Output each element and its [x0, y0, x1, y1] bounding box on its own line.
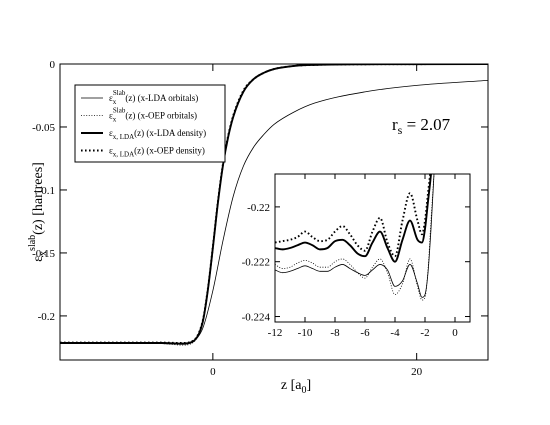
main-x-tick-label-1: 20 — [411, 366, 423, 378]
main-y-tick-label-1: -0.05 — [32, 122, 55, 134]
x-axis-label: z [a0] — [281, 378, 311, 396]
inset-x-tick-label-0: -12 — [268, 327, 283, 339]
inset-series-2 — [275, 174, 435, 301]
legend-entry-3: εx, LDA(z) (x-LDA density) — [109, 128, 206, 141]
rs-annotation: rs = 2.07 — [392, 115, 451, 137]
inset-x-tick-label-2: -8 — [330, 327, 340, 339]
inset-series-1 — [275, 174, 435, 298]
main-frame — [59, 63, 489, 361]
legend: εxSlab(z) (x-LDA orbitals)εxSlab(z) (x-O… — [74, 84, 226, 163]
inset-series-4 — [275, 174, 432, 258]
inset-x-tick-label-5: -2 — [420, 327, 429, 339]
inset-y-tick-label-2: -0.224 — [242, 312, 271, 324]
main-series-4 — [60, 64, 488, 344]
main-y-tick-label-2: -0.1 — [38, 185, 55, 197]
main-y-tick-label-4: -0.2 — [38, 311, 55, 323]
inset-y-tick-label-0: -0.22 — [247, 202, 270, 214]
main-y-tick-label-3: -0.15 — [32, 248, 55, 260]
inset-x-tick-label-4: -4 — [390, 327, 400, 339]
inset-x-tick-label-3: -6 — [360, 327, 370, 339]
y-axis-label: εxslab(z) [hartrees] — [27, 162, 49, 262]
legend-entry-1: εxSlab(z) (x-LDA orbitals) — [109, 89, 198, 106]
main-x-tick-label-0: 0 — [210, 366, 216, 378]
inset-frame — [274, 173, 471, 323]
main-y-tick-label-0: 0 — [50, 59, 56, 71]
legend-entry-4: εx, LDA(z) (x-OEP density) — [109, 146, 205, 159]
inset-plot: -12 -10 -8 -6 -4 -2 0 -0.22 -0.222 -0.224 — [242, 173, 471, 339]
inset-x-tick-label-6: 0 — [452, 327, 458, 339]
svg-text:εxslab(z) [hartrees]: εxslab(z) [hartrees] — [27, 162, 49, 262]
inset-y-tick-label-1: -0.222 — [242, 257, 270, 269]
legend-entry-2: εxSlab(z) (x-OEP orbitals) — [109, 107, 197, 124]
inset-x-tick-label-1: -10 — [298, 327, 313, 339]
inset-series-3 — [275, 174, 432, 263]
main-plot: 0 20 0 -0.05 -0.1 -0.15 -0.2 — [32, 59, 489, 378]
